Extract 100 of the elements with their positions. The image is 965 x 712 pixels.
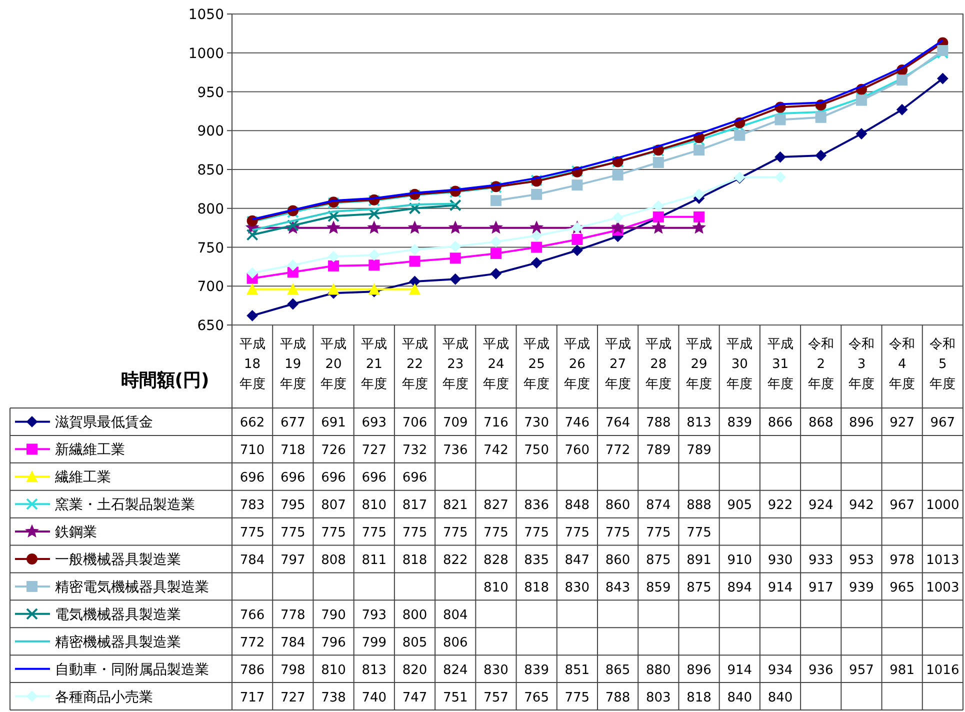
data-label: 798 <box>280 662 306 678</box>
data-label: 788 <box>646 416 671 431</box>
data-label: 803 <box>646 690 671 706</box>
data-label: 875 <box>646 553 671 568</box>
data-label: 691 <box>321 416 346 431</box>
x-tick-label: 平成 31 年度 <box>767 337 794 392</box>
legend-label: 電気機械器具製造業 <box>55 606 181 623</box>
data-label: 742 <box>484 443 508 458</box>
data-label: 807 <box>321 498 346 514</box>
data-label: 936 <box>808 662 834 678</box>
data-label: 751 <box>442 690 468 706</box>
data-label: 924 <box>808 498 834 514</box>
data-label: 784 <box>280 635 306 650</box>
data-label: 784 <box>240 553 265 568</box>
data-label: 810 <box>362 498 387 514</box>
data-label: 775 <box>524 526 549 541</box>
data-label: 813 <box>362 662 387 678</box>
data-label: 910 <box>727 553 752 568</box>
data-label: 760 <box>564 443 590 458</box>
legend-label: 精密機械器具製造業 <box>55 634 181 650</box>
data-label: 978 <box>890 553 914 568</box>
data-label: 789 <box>646 443 671 458</box>
x-tick-label: 平成 30 年度 <box>726 337 753 392</box>
data-label: 775 <box>564 690 590 706</box>
data-label: 732 <box>402 443 428 458</box>
data-label: 716 <box>484 416 508 431</box>
data-label: 830 <box>564 580 590 596</box>
data-label: 736 <box>442 443 468 458</box>
data-label: 933 <box>808 553 834 568</box>
legend-label: 精密電気機械器具製造業 <box>55 579 209 596</box>
data-label: 848 <box>564 498 590 514</box>
legend-label: 繊維工業 <box>54 470 111 486</box>
data-label: 662 <box>240 416 265 431</box>
y-tick-label: 1050 <box>188 7 224 23</box>
data-label: 817 <box>402 498 428 514</box>
data-label: 1013 <box>926 553 960 568</box>
legend-label: 滋賀県最低賃金 <box>55 414 153 431</box>
data-label: 717 <box>240 690 265 706</box>
data-label: 894 <box>727 580 752 596</box>
x-tick-label: 令和 4 年度 <box>889 337 916 392</box>
x-tick-label: 平成 27 年度 <box>604 337 631 392</box>
data-label: 706 <box>402 416 428 431</box>
data-label: 710 <box>240 443 265 458</box>
data-label: 927 <box>890 416 914 431</box>
data-label: 796 <box>321 635 346 650</box>
data-label: 914 <box>727 662 752 678</box>
data-label: 839 <box>727 416 752 431</box>
data-label: 967 <box>890 498 914 514</box>
data-label: 811 <box>362 553 387 568</box>
data-label: 810 <box>321 662 346 678</box>
data-label: 905 <box>727 498 752 514</box>
data-label: 709 <box>442 416 468 431</box>
data-label: 726 <box>321 443 346 458</box>
data-label: 696 <box>321 470 346 486</box>
data-label: 727 <box>280 690 306 706</box>
data-label: 818 <box>686 690 712 706</box>
data-label: 775 <box>321 526 346 541</box>
data-label: 942 <box>849 498 874 514</box>
data-label: 1000 <box>926 498 960 514</box>
data-label: 822 <box>442 553 468 568</box>
y-tick-label: 800 <box>197 201 224 218</box>
data-label: 750 <box>524 443 549 458</box>
data-label: 808 <box>321 553 346 568</box>
data-label: 896 <box>849 416 874 431</box>
x-tick-label: 平成 22 年度 <box>402 337 428 392</box>
data-label: 818 <box>402 553 428 568</box>
data-label: 830 <box>484 662 508 678</box>
data-label: 981 <box>890 662 914 678</box>
data-label: 806 <box>442 635 468 650</box>
data-label: 775 <box>280 526 306 541</box>
data-label: 939 <box>849 580 874 596</box>
legend-label: 新繊維工業 <box>55 442 125 458</box>
data-label: 693 <box>362 416 387 431</box>
data-label: 860 <box>605 498 630 514</box>
data-label: 868 <box>808 416 834 431</box>
data-label: 1003 <box>926 580 960 596</box>
data-label: 824 <box>442 662 468 678</box>
x-tick-label: 令和 2 年度 <box>808 337 834 392</box>
data-label: 778 <box>280 608 306 623</box>
data-label: 775 <box>686 526 712 541</box>
data-label: 804 <box>442 608 468 623</box>
data-label: 851 <box>564 662 590 678</box>
data-label: 775 <box>402 526 428 541</box>
data-label: 764 <box>605 416 630 431</box>
data-label: 790 <box>321 608 346 623</box>
data-label: 914 <box>768 580 793 596</box>
data-label: 775 <box>442 526 468 541</box>
data-label: 677 <box>280 416 306 431</box>
data-label: 1016 <box>926 662 960 678</box>
data-label: 727 <box>362 443 387 458</box>
data-label: 820 <box>402 662 428 678</box>
data-label: 696 <box>402 470 428 486</box>
x-tick-label: 平成 19 年度 <box>280 337 306 392</box>
data-label: 795 <box>280 498 306 514</box>
x-tick-label: 平成 18 年度 <box>239 337 266 392</box>
data-label: 880 <box>646 662 671 678</box>
data-label: 775 <box>605 526 630 541</box>
y-tick-label: 950 <box>197 84 224 101</box>
data-label: 783 <box>240 498 265 514</box>
x-tick-label: 平成 25 年度 <box>524 337 550 392</box>
